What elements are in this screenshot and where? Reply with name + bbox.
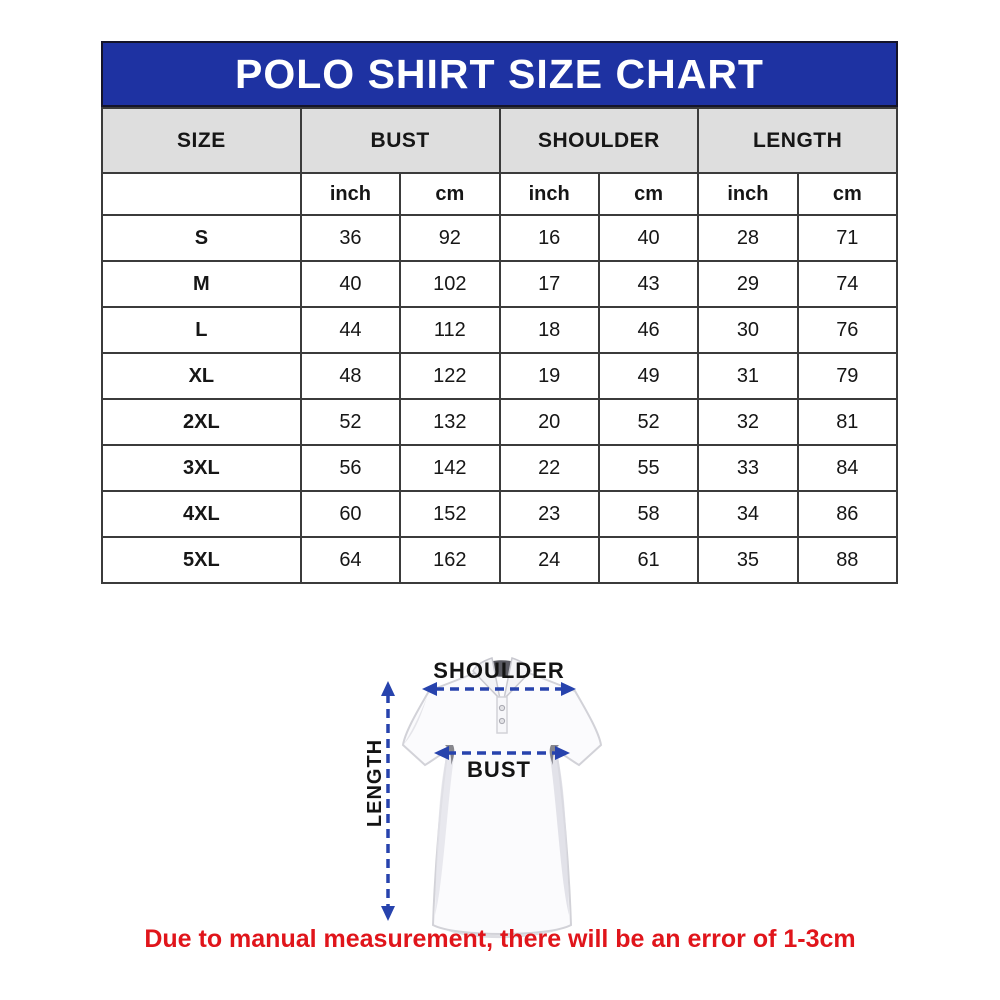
value-cell: 122 <box>399 352 501 400</box>
value-cell: 58 <box>597 490 700 538</box>
table-row: 5XL 64 162 24 61 35 88 <box>101 536 899 584</box>
table-row: 4XL 60 152 23 58 34 86 <box>101 490 899 538</box>
value-cell: 43 <box>597 260 700 308</box>
length-arrow <box>381 681 395 921</box>
value-cell: 112 <box>399 306 501 354</box>
measurement-diagram: SHOULDER BUST LENGTH <box>355 645 625 945</box>
value-cell: 16 <box>498 214 600 262</box>
value-cell: 74 <box>796 260 899 308</box>
value-cell: 19 <box>498 352 600 400</box>
page-title: POLO SHIRT SIZE CHART <box>235 50 764 97</box>
unit-header-bust-cm: cm <box>399 172 501 216</box>
value-cell: 56 <box>299 444 402 492</box>
table-row: 2XL 52 132 20 52 32 81 <box>101 398 899 446</box>
size-chart-table: SIZE BUST SHOULDER LENGTH inch cm inch c… <box>101 107 899 584</box>
value-cell: 17 <box>498 260 600 308</box>
size-table-body: S 36 92 16 40 28 71 M 40 102 17 43 29 74 L 44 112 18 46 30 7… <box>101 214 899 584</box>
table-row: XL 48 122 19 49 31 79 <box>101 352 899 400</box>
column-header-length: LENGTH <box>697 107 898 174</box>
size-cell: 5XL <box>101 536 302 584</box>
value-cell: 20 <box>498 398 600 446</box>
size-cell: S <box>101 214 302 262</box>
column-header-size: SIZE <box>101 107 302 174</box>
size-cell: L <box>101 306 302 354</box>
shirt-placket <box>496 696 508 734</box>
value-cell: 29 <box>697 260 799 308</box>
shirt-body <box>401 657 603 939</box>
unit-header-row: inch cm inch cm inch cm <box>101 172 899 216</box>
shirt-button <box>498 704 506 712</box>
value-cell: 49 <box>597 352 700 400</box>
value-cell: 40 <box>597 214 700 262</box>
shirt-button <box>498 717 506 725</box>
shoulder-label: SHOULDER <box>433 658 564 683</box>
value-cell: 44 <box>299 306 402 354</box>
value-cell: 55 <box>597 444 700 492</box>
value-cell: 35 <box>697 536 799 584</box>
value-cell: 52 <box>299 398 402 446</box>
value-cell: 60 <box>299 490 402 538</box>
value-cell: 81 <box>796 398 899 446</box>
table-row: S 36 92 16 40 28 71 <box>101 214 899 262</box>
value-cell: 22 <box>498 444 600 492</box>
value-cell: 36 <box>299 214 402 262</box>
unit-spacer-cell <box>101 172 302 216</box>
value-cell: 142 <box>399 444 501 492</box>
value-cell: 152 <box>399 490 501 538</box>
value-cell: 33 <box>697 444 799 492</box>
value-cell: 84 <box>796 444 899 492</box>
value-cell: 52 <box>597 398 700 446</box>
value-cell: 48 <box>299 352 402 400</box>
size-cell: 3XL <box>101 444 302 492</box>
bust-label: BUST <box>467 757 531 782</box>
value-cell: 28 <box>697 214 799 262</box>
title-banner: POLO SHIRT SIZE CHART <box>101 41 898 107</box>
value-cell: 76 <box>796 306 899 354</box>
size-cell: M <box>101 260 302 308</box>
value-cell: 46 <box>597 306 700 354</box>
size-cell: XL <box>101 352 302 400</box>
column-header-bust: BUST <box>299 107 501 174</box>
unit-header-shoulder-cm: cm <box>597 172 700 216</box>
size-cell: 4XL <box>101 490 302 538</box>
measurement-note: Due to manual measurement, there will be… <box>144 925 856 953</box>
value-cell: 102 <box>399 260 501 308</box>
value-cell: 61 <box>597 536 700 584</box>
table-row: L 44 112 18 46 30 76 <box>101 306 899 354</box>
value-cell: 24 <box>498 536 600 584</box>
table-row: M 40 102 17 43 29 74 <box>101 260 899 308</box>
shoulder-arrow <box>422 682 576 696</box>
value-cell: 79 <box>796 352 899 400</box>
value-cell: 30 <box>697 306 799 354</box>
size-cell: 2XL <box>101 398 302 446</box>
value-cell: 86 <box>796 490 899 538</box>
value-cell: 34 <box>697 490 799 538</box>
table-header-row: SIZE BUST SHOULDER LENGTH <box>101 107 898 174</box>
value-cell: 88 <box>796 536 899 584</box>
bust-arrow <box>434 746 570 760</box>
length-label: LENGTH <box>364 739 386 827</box>
value-cell: 162 <box>399 536 501 584</box>
value-cell: 92 <box>399 214 501 262</box>
unit-header-length-cm: cm <box>796 172 899 216</box>
value-cell: 31 <box>697 352 799 400</box>
polo-shirt-illustration: SHOULDER BUST LENGTH <box>364 657 603 939</box>
unit-header-length-inch: inch <box>697 172 799 216</box>
value-cell: 18 <box>498 306 600 354</box>
value-cell: 32 <box>697 398 799 446</box>
value-cell: 64 <box>299 536 402 584</box>
table-row: 3XL 56 142 22 55 33 84 <box>101 444 899 492</box>
unit-header-bust-inch: inch <box>299 172 402 216</box>
column-header-shoulder: SHOULDER <box>498 107 700 174</box>
value-cell: 23 <box>498 490 600 538</box>
value-cell: 132 <box>399 398 501 446</box>
value-cell: 40 <box>299 260 402 308</box>
value-cell: 71 <box>796 214 899 262</box>
unit-header-shoulder-inch: inch <box>498 172 600 216</box>
